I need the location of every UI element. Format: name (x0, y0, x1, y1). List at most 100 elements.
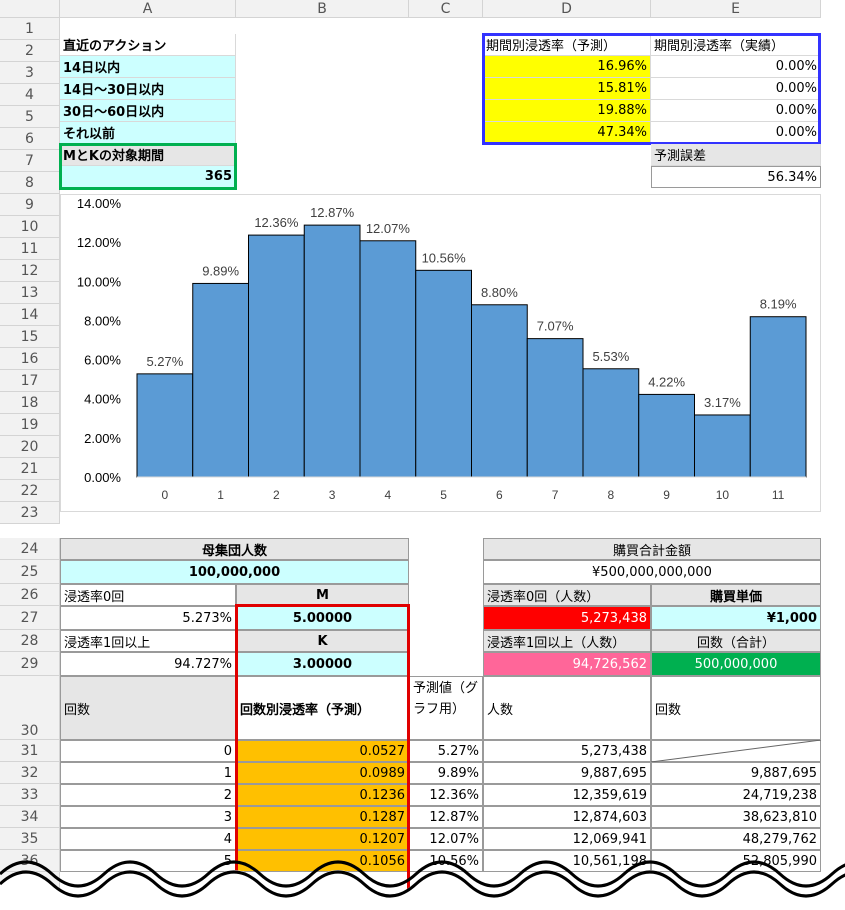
row-header-2[interactable]: 2 (0, 40, 60, 62)
row-header-18[interactable]: 18 (0, 392, 60, 414)
cell-e6-error-label[interactable]: 予測誤差 (651, 144, 821, 166)
table-cell-count[interactable]: 1 (60, 762, 236, 784)
row-header-35[interactable]: 35 (0, 828, 60, 850)
table-cell-rate[interactable]: 0.1207 (236, 828, 409, 850)
table-header-count[interactable]: 回数 (60, 676, 236, 740)
row-header-29[interactable]: 29 (0, 652, 60, 676)
row-header-14[interactable]: 14 (0, 304, 60, 326)
count-total-label[interactable]: 回数（合計） (651, 630, 821, 652)
table-cell-times[interactable]: 38,623,810 (651, 806, 821, 828)
select-all-corner[interactable] (0, 0, 60, 18)
row-header-32[interactable]: 32 (0, 762, 60, 784)
cell-e7-error-value[interactable]: 56.34% (651, 166, 821, 188)
row-header-16[interactable]: 16 (0, 348, 60, 370)
row-header-5[interactable]: 5 (0, 106, 60, 128)
table-cell-times[interactable]: 9,887,695 (651, 762, 821, 784)
bar-7[interactable] (526, 338, 584, 478)
row-header-24[interactable]: 24 (0, 538, 60, 560)
bar-3[interactable] (303, 224, 361, 478)
cell-d1-header-pred[interactable]: 期間別浸透率（予測） (483, 34, 651, 56)
one-plus-people-label[interactable]: 浸透率1回以上（人数） (483, 630, 651, 652)
col-header-b[interactable]: B (236, 0, 409, 18)
row-header-9[interactable]: 9 (0, 194, 60, 216)
table-cell-count[interactable]: 4 (60, 828, 236, 850)
table-cell-people[interactable]: 12,069,941 (483, 828, 651, 850)
row-header-26[interactable]: 26 (0, 584, 60, 606)
population-label[interactable]: 母集団人数 (60, 538, 409, 560)
row-header-1[interactable]: 1 (0, 18, 60, 40)
cell-d2[interactable]: 16.96% (483, 56, 651, 78)
table-cell-pred[interactable]: 12.87% (409, 806, 483, 828)
bar-chart[interactable]: 0.00% 2.00% 4.00% 6.00% 8.00% 10.00% 12.00% 14.… (60, 194, 821, 512)
bar-11[interactable] (749, 316, 807, 478)
bar-8[interactable] (582, 368, 640, 478)
purchase-total-value[interactable]: ¥500,000,000,000 (483, 560, 821, 584)
row-header-25[interactable]: 25 (0, 560, 60, 584)
bar-2[interactable] (248, 234, 305, 478)
zero-penetration-value[interactable]: 5.273% (60, 606, 236, 630)
bar-6[interactable] (471, 304, 528, 478)
table-cell-rate[interactable]: 0.1236 (236, 784, 409, 806)
bar-9[interactable] (638, 393, 695, 478)
row-header-31[interactable]: 31 (0, 740, 60, 762)
cell-a4[interactable]: 30日〜60日以内 (60, 100, 236, 122)
row-header-27[interactable]: 27 (0, 606, 60, 630)
table-cell-count[interactable]: 2 (60, 784, 236, 806)
row-header-15[interactable]: 15 (0, 326, 60, 348)
cell-a3[interactable]: 14日〜30日以内 (60, 78, 236, 100)
population-value[interactable]: 100,000,000 (60, 560, 409, 584)
row-header-8[interactable]: 8 (0, 172, 60, 194)
col-header-d[interactable]: D (483, 0, 651, 18)
purchase-total-label[interactable]: 購買合計金額 (483, 538, 821, 560)
table-header-times[interactable]: 回数 (651, 676, 821, 740)
col-header-c[interactable]: C (409, 0, 483, 18)
row-header-33[interactable]: 33 (0, 784, 60, 806)
table-cell-rate[interactable]: 0.0527 (236, 740, 409, 762)
cell-d4[interactable]: 19.88% (483, 100, 651, 122)
table-header-pred[interactable]: 予測値（グラフ用） (409, 676, 483, 740)
m-value[interactable]: 5.00000 (236, 606, 409, 630)
row-header-4[interactable]: 4 (0, 84, 60, 106)
cell-a1-actions-title[interactable]: 直近のアクション (60, 34, 236, 56)
row-header-21[interactable]: 21 (0, 458, 60, 480)
col-header-e[interactable]: E (651, 0, 821, 18)
row-header-17[interactable]: 17 (0, 370, 60, 392)
row-header-20[interactable]: 20 (0, 436, 60, 458)
table-cell-times[interactable] (651, 740, 821, 762)
row-header-34[interactable]: 34 (0, 806, 60, 828)
bar-1[interactable] (192, 282, 249, 478)
k-value[interactable]: 3.00000 (236, 652, 409, 676)
table-cell-people[interactable]: 9,887,695 (483, 762, 651, 784)
table-header-people[interactable]: 人数 (483, 676, 651, 740)
zero-people-value[interactable]: 5,273,438 (483, 606, 651, 630)
table-cell-times[interactable]: 48,279,762 (651, 828, 821, 850)
table-cell-people[interactable]: 12,874,603 (483, 806, 651, 828)
zero-people-label[interactable]: 浸透率0回（人数） (483, 584, 651, 606)
unit-price-label[interactable]: 購買単価 (651, 584, 821, 606)
row-header-11[interactable]: 11 (0, 238, 60, 260)
bar-5[interactable] (415, 269, 472, 478)
cell-a6-mk-label[interactable]: MとKの対象期間 (60, 144, 236, 166)
one-plus-penetration-label[interactable]: 浸透率1回以上 (60, 630, 236, 652)
row-header-7[interactable]: 7 (0, 150, 60, 172)
cell-d3[interactable]: 15.81% (483, 78, 651, 100)
row-header-30[interactable]: 30 (0, 676, 60, 740)
cell-a5[interactable]: それ以前 (60, 122, 236, 144)
bar-4[interactable] (359, 240, 417, 478)
count-total-value[interactable]: 500,000,000 (651, 652, 821, 676)
table-cell-count[interactable]: 0 (60, 740, 236, 762)
row-header-13[interactable]: 13 (0, 282, 60, 304)
cell-a2[interactable]: 14日以内 (60, 56, 236, 78)
table-cell-people[interactable]: 12,359,619 (483, 784, 651, 806)
row-header-22[interactable]: 22 (0, 480, 60, 502)
table-cell-times[interactable]: 24,719,238 (651, 784, 821, 806)
row-header-12[interactable]: 12 (0, 260, 60, 282)
one-plus-people-value[interactable]: 94,726,562 (483, 652, 651, 676)
m-label[interactable]: M (236, 584, 409, 606)
table-cell-pred[interactable]: 5.27% (409, 740, 483, 762)
table-cell-pred[interactable]: 9.89% (409, 762, 483, 784)
table-cell-pred[interactable]: 12.07% (409, 828, 483, 850)
row-header-23[interactable]: 23 (0, 502, 60, 524)
table-cell-people[interactable]: 5,273,438 (483, 740, 651, 762)
table-cell-pred[interactable]: 12.36% (409, 784, 483, 806)
